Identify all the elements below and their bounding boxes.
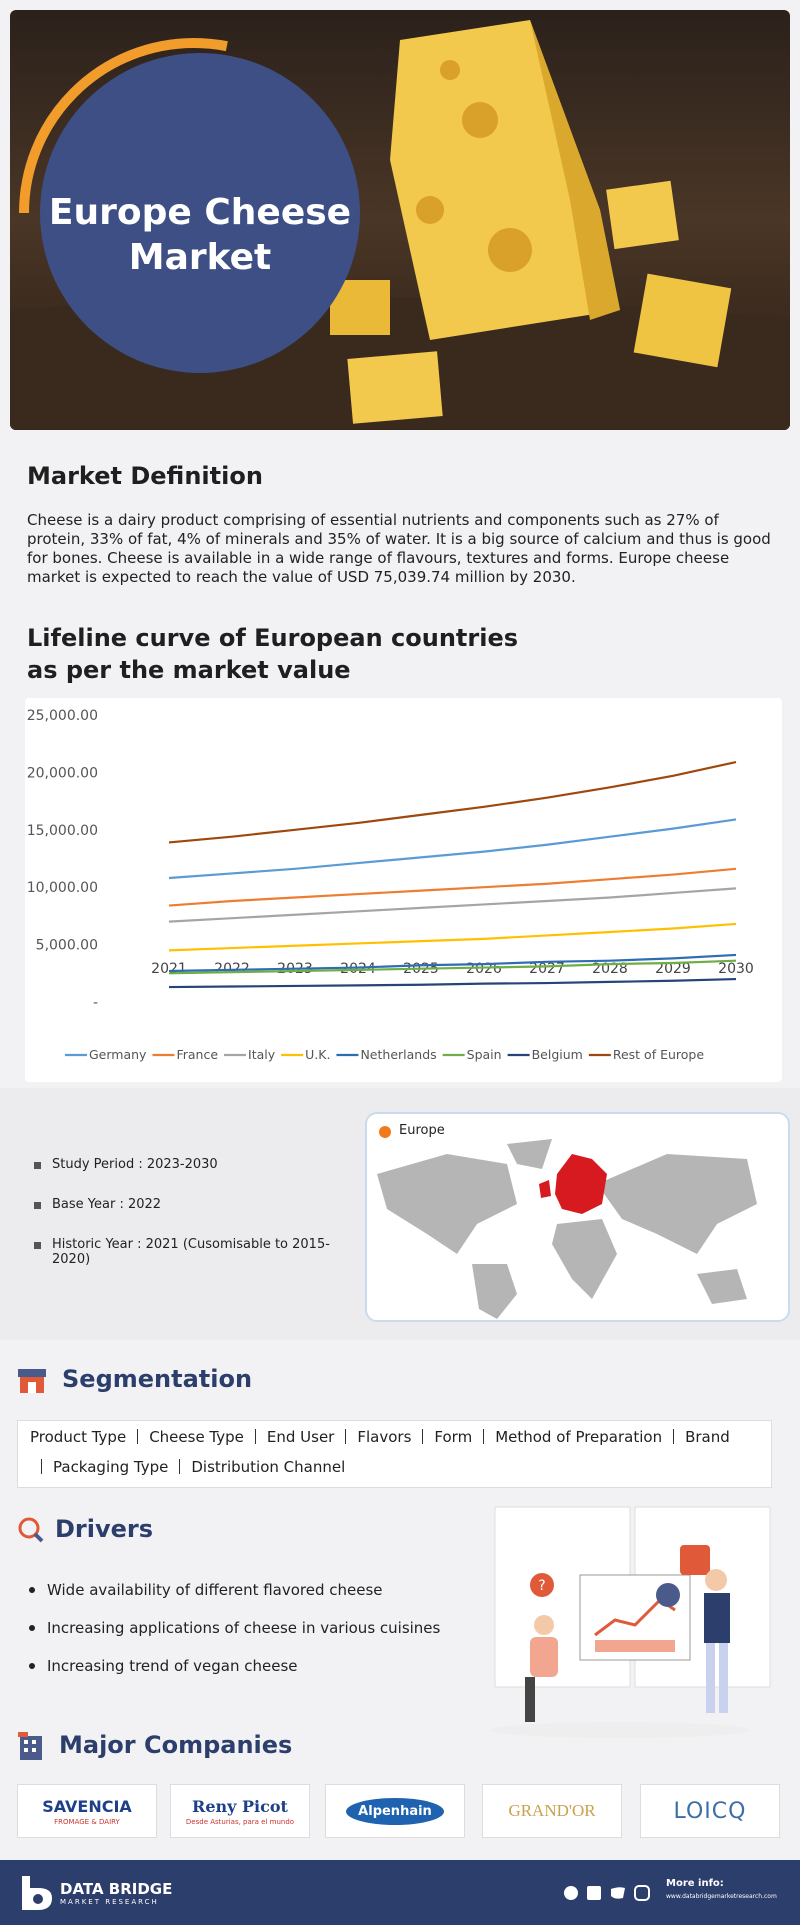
- company-logo: LOICQ: [640, 1784, 780, 1838]
- study-item: Historic Year : 2021 (Cusomisable to 201…: [34, 1237, 364, 1267]
- series-line: [168, 818, 737, 880]
- hero-title: Europe Cheese Market: [48, 192, 352, 278]
- segment-item: End User: [244, 1422, 334, 1452]
- series-line: [168, 959, 737, 975]
- y-tick-label: 15,000.00: [27, 823, 98, 839]
- drivers-illustration: ?: [490, 1506, 771, 1738]
- map-card: Europe: [365, 1112, 790, 1322]
- series-line: [168, 760, 737, 844]
- companies-icon: [18, 1732, 42, 1760]
- segment-item: Flavors: [334, 1422, 411, 1452]
- legend-label: Spain: [467, 1047, 502, 1062]
- footer-more-info: More info:: [666, 1878, 724, 1889]
- legend-label: Netherlands: [360, 1047, 436, 1062]
- chart: - 5,000.00 10,000.00 15,000.00 20,000.00 25,0…: [27, 708, 754, 1062]
- footer-brand: DATA BRIDGE: [60, 1880, 173, 1898]
- footer-logo: [22, 1876, 52, 1910]
- legend-label: Belgium: [532, 1047, 583, 1062]
- segmentation-icon: [18, 1369, 46, 1393]
- section-heading: Segmentation: [62, 1365, 253, 1393]
- hero-image: [10, 10, 790, 430]
- company-name: GRAND'OR: [508, 1801, 596, 1820]
- y-tick-label: 20,000.00: [27, 765, 98, 781]
- driver-item: Wide availability of different flavored …: [25, 1581, 485, 1619]
- study-item: Study Period : 2023-2030: [34, 1157, 364, 1177]
- segment-item: Form: [411, 1422, 472, 1452]
- drivers-icon: [18, 1517, 44, 1543]
- study-item: Base Year : 2022: [34, 1197, 364, 1217]
- y-tick-label: 5,000.00: [36, 938, 98, 954]
- series-line: [168, 953, 737, 973]
- legend-label: Germany: [89, 1047, 147, 1062]
- x-tick-label: 2029: [655, 961, 691, 977]
- segment-item: Product Type: [30, 1428, 127, 1446]
- series-line: [168, 977, 737, 989]
- company-logo: Reny Picot Desde Asturias, para el mundo: [170, 1784, 310, 1838]
- y-tick-label: 25,000.00: [27, 708, 98, 724]
- x-tick-label: 2021: [151, 961, 187, 977]
- segment-item: Brand: [662, 1422, 730, 1452]
- x-tick-label: 2027: [529, 961, 565, 977]
- section-heading: Major Companies: [59, 1731, 293, 1759]
- company-name: Alpenhain: [346, 1797, 444, 1825]
- map-legend-label: Europe: [399, 1123, 445, 1138]
- legend-label: Rest of Europe: [613, 1047, 704, 1062]
- segmentation-box: Product Type Cheese Type End User Flavors Fo…: [17, 1420, 772, 1488]
- y-tick-label: -: [93, 995, 98, 1011]
- company-name: LOICQ: [673, 1798, 747, 1824]
- hero: Europe Cheese Market: [10, 10, 790, 430]
- series-line: [168, 867, 737, 907]
- world-map: [377, 1126, 757, 1319]
- segment-item: Distribution Channel: [168, 1452, 345, 1482]
- footer-url[interactable]: www.databridgemarketresearch.com: [666, 1893, 777, 1900]
- section-heading: Drivers: [55, 1515, 154, 1543]
- segment-item: Packaging Type: [30, 1452, 168, 1482]
- company-logo: GRAND'OR: [482, 1784, 622, 1838]
- footer: DATA BRIDGE MARKET RESEARCH More info: w…: [0, 1860, 800, 1925]
- legend-label: U.K.: [305, 1047, 330, 1062]
- segment-item: Method of Preparation: [472, 1422, 662, 1452]
- chart-title: Lifeline curve of European countries as …: [27, 624, 519, 684]
- company-tagline: Desde Asturias, para el mundo: [185, 1817, 295, 1826]
- section-heading: Market Definition: [27, 462, 263, 490]
- definition-text: Cheese is a dairy product comprising of …: [27, 511, 771, 586]
- social-icons[interactable]: [563, 1884, 655, 1902]
- company-logo: Alpenhain: [325, 1784, 465, 1838]
- y-tick-label: 10,000.00: [27, 880, 98, 896]
- company-name: SAVENCIA: [42, 1796, 132, 1816]
- driver-item: Increasing trend of vegan cheese: [25, 1657, 485, 1695]
- legend-label: France: [176, 1047, 218, 1062]
- study-list: Study Period : 2023-2030 Base Year : 2022…: [34, 1157, 364, 1277]
- driver-item: Increasing applications of cheese in var…: [25, 1619, 485, 1657]
- company-tagline: FROMAGE & DAIRY: [54, 1817, 120, 1826]
- segment-item: Cheese Type: [126, 1422, 244, 1452]
- company-name: Reny Picot: [192, 1796, 288, 1816]
- x-tick-label: 2030: [718, 961, 754, 977]
- footer-brand-sub: MARKET RESEARCH: [60, 1898, 159, 1906]
- company-logo: SAVENCIA FROMAGE & DAIRY: [17, 1784, 157, 1838]
- series-line: [168, 922, 737, 952]
- series-line: [168, 887, 737, 923]
- drivers-list: Wide availability of different flavored …: [25, 1581, 485, 1695]
- chart-card: - 5,000.00 10,000.00 15,000.00 20,000.00 25,0…: [25, 698, 782, 1082]
- svg-text:?: ?: [538, 1578, 545, 1594]
- legend-label: Italy: [248, 1047, 276, 1062]
